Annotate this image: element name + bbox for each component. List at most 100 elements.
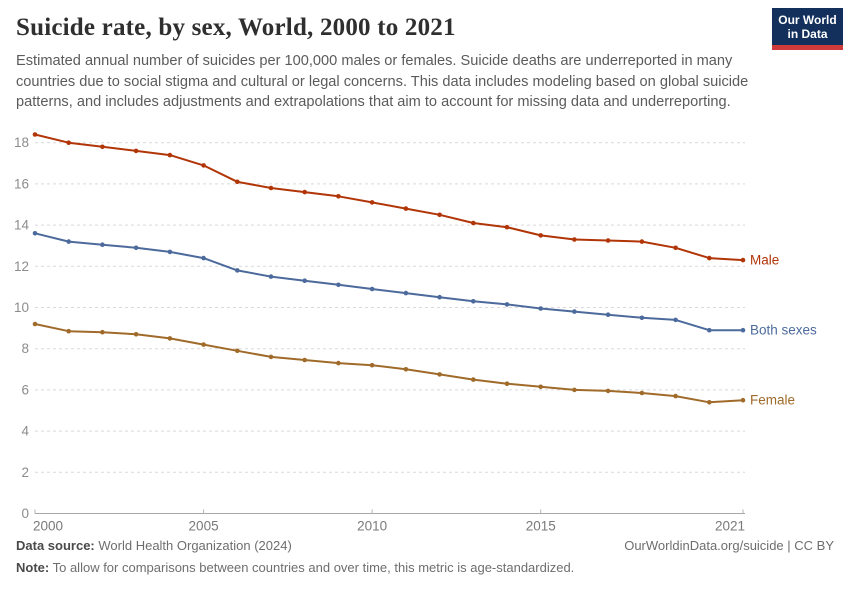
- series-label-both-sexes: Both sexes: [750, 323, 817, 338]
- data-point-female-2020[interactable]: [707, 400, 712, 405]
- data-point-female-2005[interactable]: [201, 342, 206, 348]
- y-tick-label-12: 12: [14, 259, 29, 274]
- data-point-both-sexes-2008[interactable]: [302, 278, 308, 284]
- data-point-male-2006[interactable]: [235, 179, 240, 185]
- data-point-male-2013[interactable]: [471, 220, 476, 226]
- y-tick-label-2: 2: [21, 465, 29, 480]
- data-point-male-2003[interactable]: [133, 148, 139, 154]
- data-point-both-sexes-2013[interactable]: [471, 299, 476, 304]
- data-point-both-sexes-2010[interactable]: [369, 286, 375, 292]
- y-tick-label-0: 0: [21, 506, 29, 521]
- data-point-female-2016[interactable]: [572, 387, 577, 393]
- data-point-female-2000[interactable]: [32, 321, 38, 327]
- data-point-both-sexes-2011[interactable]: [403, 290, 409, 296]
- data-point-both-sexes-2016[interactable]: [572, 309, 577, 315]
- x-tick-label-2005: 2005: [189, 519, 219, 533]
- data-point-both-sexes-2015[interactable]: [538, 306, 543, 311]
- data-point-male-2012[interactable]: [437, 212, 442, 218]
- data-point-male-2016[interactable]: [572, 237, 577, 242]
- data-point-male-2000[interactable]: [32, 132, 38, 137]
- chart-note: Note: To allow for comparisons between c…: [16, 560, 834, 575]
- owid-logo-line1: Our World: [778, 13, 837, 27]
- data-point-male-2021[interactable]: [740, 257, 746, 263]
- data-point-male-2004[interactable]: [167, 152, 173, 158]
- data-point-female-2012[interactable]: [437, 372, 442, 377]
- data-point-female-2001[interactable]: [66, 329, 71, 334]
- data-point-both-sexes-2006[interactable]: [235, 268, 240, 273]
- data-point-both-sexes-2002[interactable]: [100, 242, 105, 248]
- owid-license-link[interactable]: OurWorldinData.org/suicide | CC BY: [624, 538, 834, 554]
- data-point-both-sexes-2000[interactable]: [32, 231, 38, 236]
- data-point-female-2011[interactable]: [403, 367, 409, 372]
- data-point-female-2007[interactable]: [268, 354, 274, 360]
- data-point-female-2021[interactable]: [740, 398, 746, 403]
- data-point-both-sexes-2004[interactable]: [167, 249, 173, 255]
- data-point-male-2017[interactable]: [605, 238, 611, 243]
- line-chart[interactable]: 0 2 4 6 8 10 12 14 16 18 2000 2005 2010 2015 2021 Male B…: [0, 114, 850, 534]
- data-point-male-2005[interactable]: [201, 163, 206, 168]
- data-point-male-2015[interactable]: [538, 233, 543, 238]
- x-tick-label-2000: 2000: [33, 519, 63, 533]
- data-point-female-2013[interactable]: [471, 377, 476, 383]
- data-source-label: Data source:: [16, 538, 95, 554]
- series-label-female: Female: [750, 393, 795, 408]
- data-point-both-sexes-2017[interactable]: [605, 312, 611, 318]
- data-point-male-2020[interactable]: [707, 255, 712, 261]
- y-tick-label-6: 6: [21, 383, 29, 398]
- data-point-female-2014[interactable]: [504, 381, 510, 387]
- data-point-female-2009[interactable]: [336, 360, 341, 366]
- data-point-female-2004[interactable]: [167, 336, 173, 341]
- chart-subtitle: Estimated annual number of suicides per …: [16, 53, 749, 111]
- data-point-male-2001[interactable]: [66, 140, 71, 146]
- chart-header: Suicide rate, by sex, World, 2000 to 202…: [0, 0, 850, 113]
- data-point-male-2010[interactable]: [369, 200, 375, 205]
- y-tick-label-14: 14: [14, 218, 30, 233]
- data-source: Data source: World Health Organization (…: [16, 538, 292, 553]
- data-point-both-sexes-2005[interactable]: [201, 255, 206, 261]
- y-tick-label-8: 8: [21, 341, 29, 356]
- data-point-both-sexes-2021[interactable]: [740, 328, 746, 333]
- data-source-value: World Health Organization (2024): [98, 538, 292, 554]
- data-point-male-2018[interactable]: [639, 239, 645, 245]
- data-point-male-2008[interactable]: [302, 189, 308, 195]
- data-point-male-2009[interactable]: [336, 194, 341, 199]
- x-tick-label-2010: 2010: [357, 519, 387, 533]
- data-point-female-2010[interactable]: [369, 363, 375, 368]
- series-line-both-sexes[interactable]: [34, 232, 744, 332]
- data-point-female-2002[interactable]: [100, 330, 105, 335]
- data-point-both-sexes-2007[interactable]: [268, 274, 274, 280]
- chart-svg: 0 2 4 6 8 10 12 14 16 18 2000 2005 2010 2015 2021 Male B…: [14, 132, 817, 534]
- y-tick-label-10: 10: [14, 300, 29, 315]
- data-point-female-2015[interactable]: [538, 384, 543, 390]
- data-point-both-sexes-2019[interactable]: [673, 317, 678, 323]
- data-point-female-2008[interactable]: [302, 357, 308, 363]
- note-label: Note:: [16, 560, 50, 576]
- data-point-male-2014[interactable]: [504, 225, 510, 230]
- data-point-both-sexes-2009[interactable]: [336, 282, 341, 288]
- chart-footer: Data source: World Health Organization (…: [0, 532, 850, 575]
- data-point-male-2007[interactable]: [268, 185, 274, 191]
- note-value: To allow for comparisons between countri…: [52, 560, 575, 576]
- y-tick-label-18: 18: [14, 135, 29, 150]
- data-point-female-2006[interactable]: [235, 348, 240, 354]
- x-tick-label-2021: 2021: [715, 519, 745, 533]
- data-point-both-sexes-2003[interactable]: [133, 245, 139, 251]
- x-tick-label-2015: 2015: [526, 519, 556, 533]
- owid-logo[interactable]: Our World in Data: [772, 8, 843, 50]
- data-point-both-sexes-2001[interactable]: [66, 239, 71, 245]
- data-point-female-2017[interactable]: [605, 388, 611, 394]
- data-point-female-2003[interactable]: [133, 332, 139, 337]
- data-point-both-sexes-2020[interactable]: [707, 328, 712, 333]
- data-point-both-sexes-2012[interactable]: [437, 295, 442, 300]
- series-line-female[interactable]: [34, 323, 744, 404]
- data-point-male-2002[interactable]: [100, 144, 105, 150]
- data-point-female-2018[interactable]: [639, 390, 645, 396]
- data-point-female-2019[interactable]: [673, 393, 678, 399]
- data-point-male-2019[interactable]: [673, 245, 678, 251]
- data-point-male-2011[interactable]: [403, 206, 409, 212]
- data-point-both-sexes-2014[interactable]: [504, 302, 510, 307]
- data-point-both-sexes-2018[interactable]: [639, 315, 645, 321]
- y-tick-label-4: 4: [21, 424, 29, 439]
- series-line-male[interactable]: [34, 133, 744, 262]
